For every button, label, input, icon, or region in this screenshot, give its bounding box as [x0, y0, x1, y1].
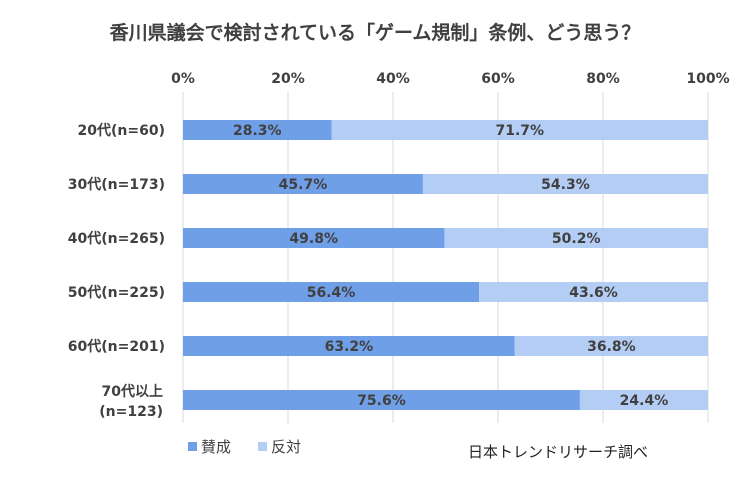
category-label-line: 70代以上 [102, 383, 163, 400]
data-label: 71.7% [495, 123, 544, 139]
bar-agree [183, 336, 515, 356]
data-label: 56.4% [307, 285, 356, 301]
legend-label-disagree: 反対 [271, 438, 301, 456]
x-tick-label: 20% [271, 71, 305, 87]
source-note: 日本トレンドリサーチ調べ [468, 443, 648, 461]
x-tick-label: 80% [586, 71, 620, 87]
data-label: 43.6% [569, 285, 618, 301]
bar-disagree [444, 228, 708, 248]
legend-swatch-disagree [258, 442, 267, 451]
x-tick-label: 40% [376, 71, 410, 87]
data-label: 45.7% [279, 177, 328, 193]
data-label: 50.2% [552, 231, 601, 247]
x-axis-ticks: 0% 20% 40% 60% 80% 100% [171, 71, 730, 87]
data-label: 75.6% [357, 393, 406, 409]
x-tick-label: 100% [686, 71, 729, 87]
data-label: 24.4% [620, 393, 669, 409]
x-tick-label: 0% [171, 71, 195, 87]
bar-agree [183, 282, 480, 302]
bar-disagree [422, 174, 708, 194]
category-label: 50代(n=225) [68, 284, 165, 301]
bars: 28.3% 71.7% 45.7% 54.3% 49.8% 50.2% 56.4% 43.6%… [183, 120, 708, 410]
legend-label-agree: 賛成 [201, 438, 231, 456]
x-tick-label: 60% [481, 71, 515, 87]
chart-title: 香川県議会で検討されている「ゲーム規制」条例、どう思う？ [109, 21, 641, 44]
data-label: 63.2% [325, 339, 374, 355]
bar-disagree [579, 390, 708, 410]
category-label: 30代(n=173) [68, 176, 165, 193]
bar-disagree [514, 336, 708, 356]
category-label: 20代(n=60) [78, 122, 165, 139]
data-label: 54.3% [541, 177, 590, 193]
legend: 賛成 反対 [188, 438, 301, 456]
data-label: 49.8% [289, 231, 338, 247]
category-label-line: (n=123) [99, 404, 163, 420]
bar-disagree [479, 282, 708, 302]
bar-agree [183, 228, 445, 248]
legend-swatch-agree [188, 442, 197, 451]
category-label: 60代(n=201) [68, 338, 165, 355]
category-labels: 20代(n=60) 30代(n=173) 40代(n=265) 50代(n=225) 6… [68, 122, 165, 420]
data-label: 28.3% [233, 123, 282, 139]
bar-agree [183, 390, 580, 410]
bar-disagree [331, 120, 708, 140]
bar-agree [183, 174, 423, 194]
bar-agree [183, 120, 332, 140]
category-label: 70代以上 (n=123) [99, 383, 163, 420]
data-label: 36.8% [587, 339, 636, 355]
gridlines [182, 92, 709, 423]
category-label: 40代(n=265) [68, 230, 165, 247]
